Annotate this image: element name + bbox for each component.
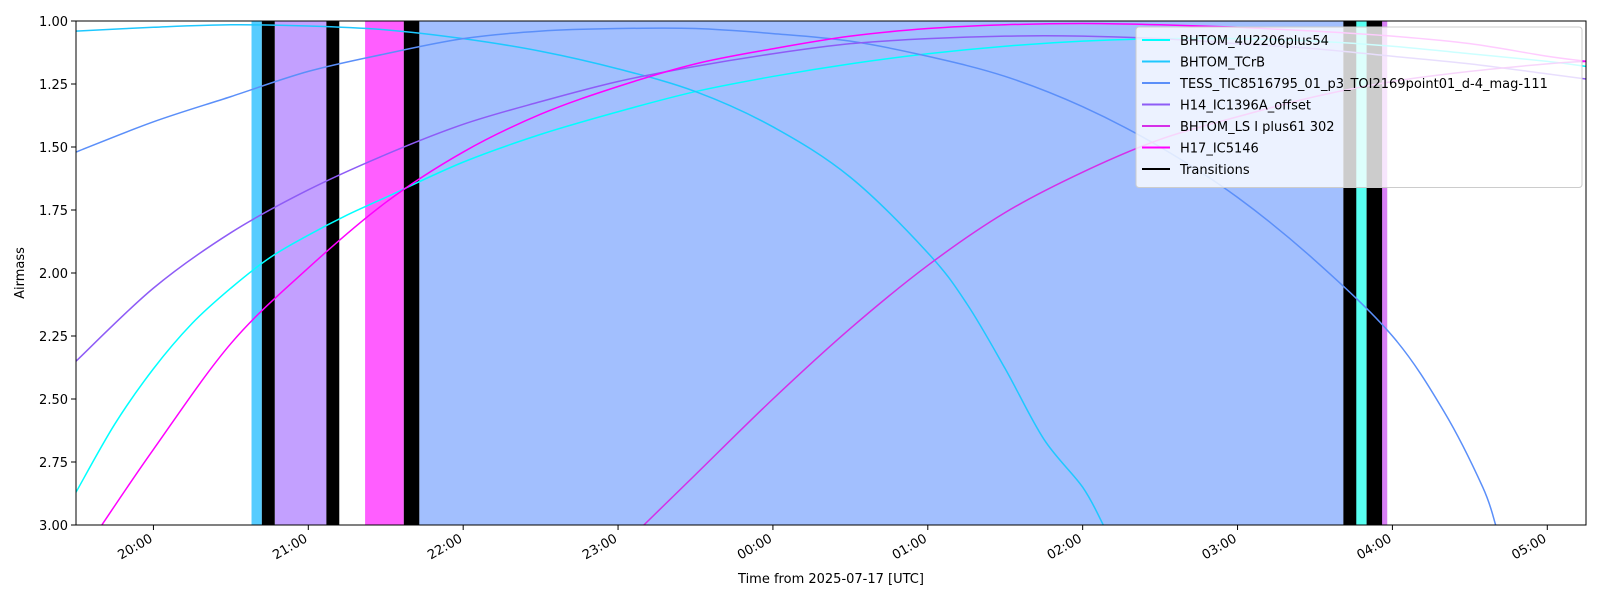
y-tick-label-3: 1.75: [39, 204, 68, 219]
shaded-interval-2: [365, 21, 404, 525]
y-tick-label-4: 2.00: [39, 267, 68, 282]
transition-interval-0: [261, 21, 275, 525]
shaded-interval-0: [251, 21, 262, 525]
y-axis: 1.00 1.25 1.50 1.75 2.00 2.25 2.50 2.75 3.00: [39, 15, 76, 534]
x-tick-label-8: 04:00: [1354, 531, 1394, 563]
legend-label-4: BHTOM_LS I plus61 302: [1180, 120, 1335, 135]
x-tick-label-2: 22:00: [425, 531, 465, 563]
y-axis-label: Airmass: [13, 247, 28, 299]
legend-label-2: TESS_TIC8516795_01_p3_TOI2169point01_d-4…: [1179, 77, 1548, 92]
legend-label-5: H17_IC5146: [1180, 142, 1259, 157]
legend-label-1: BHTOM_TCrB: [1180, 56, 1265, 71]
x-tick-label-1: 21:00: [270, 531, 310, 563]
legend-label-3: H14_IC1396A_offset: [1180, 99, 1311, 114]
x-axis-label: Time from 2025-07-17 [UTC]: [737, 572, 924, 587]
x-tick-label-0: 20:00: [115, 531, 155, 563]
x-axis: 20:00 21:00 22:00 23:00 00:00 01:00 02:00 03:00…: [115, 525, 1549, 563]
y-tick-label-6: 2.50: [39, 393, 68, 408]
shaded-interval-1: [274, 21, 327, 525]
x-tick-label-9: 05:00: [1509, 531, 1549, 563]
y-tick-label-8: 3.00: [39, 519, 68, 534]
y-tick-label-5: 2.25: [39, 330, 68, 345]
legend-box: [1135, 26, 1583, 188]
x-tick-label-6: 02:00: [1045, 531, 1085, 563]
transition-interval-2: [403, 21, 420, 525]
transition-interval-1: [326, 21, 340, 525]
x-tick-label-5: 01:00: [890, 531, 930, 563]
x-tick-label-7: 03:00: [1200, 531, 1240, 563]
x-tick-label-4: 00:00: [735, 531, 775, 563]
series-line-1: [76, 23, 1104, 525]
y-tick-label-1: 1.25: [39, 78, 68, 93]
y-tick-label-0: 1.00: [39, 15, 68, 30]
y-tick-label-7: 2.75: [39, 456, 68, 471]
x-tick-label-3: 23:00: [580, 531, 620, 563]
legend-label-6: Transitions: [1179, 163, 1250, 178]
legend: BHTOM_4U2206plus54 BHTOM_TCrB TESS_TIC8516…: [1135, 26, 1583, 188]
y-tick-label-2: 1.50: [39, 141, 68, 156]
legend-label-0: BHTOM_4U2206plus54: [1180, 34, 1329, 49]
